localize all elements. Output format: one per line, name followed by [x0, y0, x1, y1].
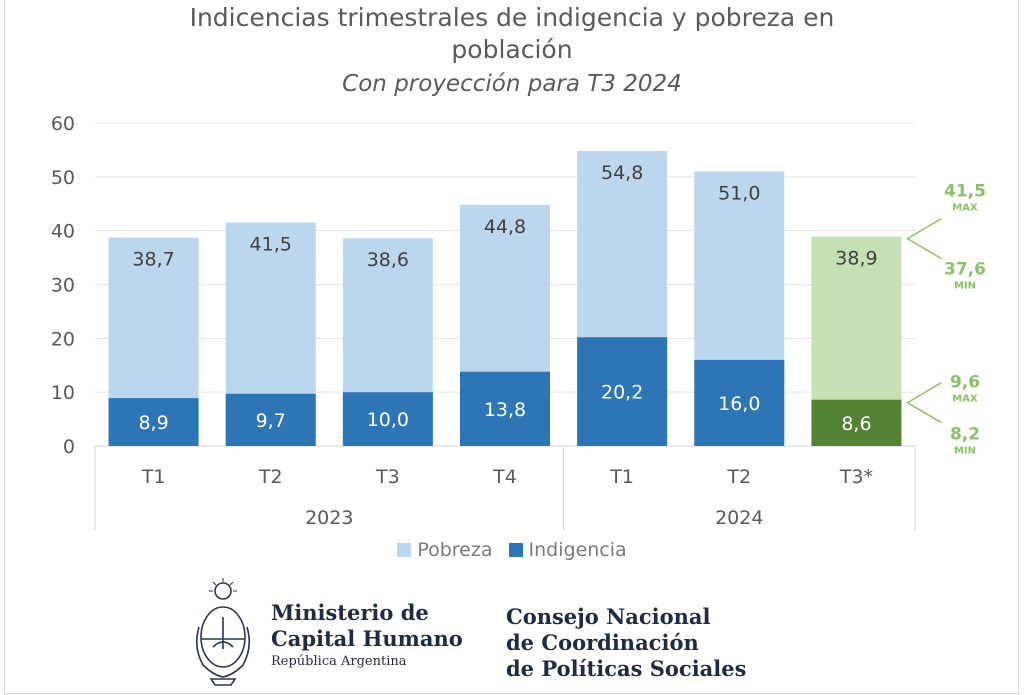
y-tick-label-10: 10: [51, 382, 75, 404]
bar-indigencia-4: [577, 337, 668, 446]
data-label-pobreza-1: 41,5: [250, 234, 292, 256]
x-group-label-2024: 2024: [715, 507, 763, 529]
data-label-indigencia-5: 16,0: [718, 393, 760, 415]
data-label-indigencia-0: 8,9: [138, 412, 168, 434]
data-label-indigencia-6: 8,6: [841, 413, 871, 435]
x-tick-label-2: T3: [375, 466, 400, 488]
ministry-logo: Ministerio de Capital Humano República A…: [189, 577, 463, 687]
y-tick-label-20: 20: [51, 328, 75, 350]
x-tick-label-3: T4: [492, 466, 517, 488]
range-bracket-0: [905, 217, 942, 260]
x-tick-label-6: T3*: [839, 466, 873, 488]
bar-indigencia-3: [460, 371, 550, 446]
x-tick-label-5: T2: [726, 466, 751, 488]
legend-label-indigencia: Indigencia: [528, 539, 627, 561]
chart-title: Indicencias trimestrales de indigencia y…: [0, 2, 1024, 66]
range-max-value-1: 9,6: [950, 373, 980, 393]
council-line-2: de Coordinación: [506, 630, 699, 655]
data-label-pobreza-0: 38,7: [132, 249, 174, 271]
ministry-name-line-1: Ministerio de: [271, 599, 429, 625]
chart-subtitle: Con proyección para T3 2024: [342, 71, 682, 97]
data-label-pobreza-2: 38,6: [367, 249, 409, 271]
range-min-label-0: MIN: [954, 281, 976, 292]
y-tick-label-60: 60: [51, 113, 75, 135]
y-tick-label-30: 30: [51, 275, 75, 297]
bar-indigencia-1: [225, 393, 316, 446]
council-line-3: de Políticas Sociales: [506, 656, 747, 681]
chart-title-line-1: Indicencias trimestrales de indigencia y…: [189, 3, 835, 32]
x-group-label-2023: 2023: [305, 507, 353, 529]
y-tick-label-0: 0: [63, 436, 75, 458]
y-tick-label-40: 40: [51, 221, 75, 243]
range-max-label-0: MAX: [952, 203, 978, 214]
range-min-label-1: MIN: [954, 446, 976, 457]
legend-item-indigencia: Indigencia: [508, 539, 627, 561]
image-frame: [4, 0, 1019, 694]
chart-legend: Pobreza Indigencia: [0, 539, 1024, 562]
data-label-indigencia-3: 13,8: [484, 399, 526, 421]
legend-label-pobreza: Pobreza: [417, 539, 493, 561]
data-label-indigencia-1: 9,7: [256, 410, 286, 432]
data-label-indigencia-2: 10,0: [367, 409, 409, 431]
chart-title-line-2: población: [451, 35, 573, 64]
argentina-coat-of-arms-icon: [195, 578, 251, 686]
range-bracket-1: [905, 382, 942, 424]
legend-swatch-indigencia: [508, 543, 523, 557]
data-label-pobreza-3: 44,8: [484, 216, 526, 238]
ministry-text: Ministerio de Capital Humano República A…: [271, 600, 463, 669]
x-tick-label-1: T2: [258, 466, 283, 488]
data-label-pobreza-5: 51,0: [718, 182, 760, 204]
bar-indigencia-2: [342, 392, 433, 446]
range-min-value-1: 8,2: [950, 425, 980, 445]
bar-indigencia-6: [811, 399, 902, 446]
council-logo-text: Consejo Nacional de Coordinación de Polí…: [506, 604, 746, 682]
x-tick-label-0: T1: [141, 466, 166, 488]
legend-swatch-pobreza: [397, 543, 412, 557]
legend-item-pobreza: Pobreza: [397, 539, 492, 561]
data-label-indigencia-4: 20,2: [601, 382, 643, 404]
y-tick-label-50: 50: [51, 167, 75, 189]
bar-indigencia-5: [694, 359, 785, 446]
bar-indigencia-0: [108, 398, 199, 446]
range-max-label-1: MAX: [952, 394, 978, 405]
data-label-pobreza-4: 54,8: [601, 162, 643, 184]
council-line-1: Consejo Nacional: [506, 604, 711, 629]
range-min-value-0: 37,6: [944, 260, 986, 280]
ministry-country: República Argentina: [271, 653, 407, 669]
x-tick-label-4: T1: [609, 466, 634, 488]
stacked-bar-chart: 0 10 20 30 40 50 60 38,7 8,9 T1 41,5 9,7 T2 38,6 10,0 T…: [51, 113, 986, 530]
data-label-pobreza-6: 38,9: [835, 248, 877, 270]
range-max-value-0: 41,5: [944, 182, 986, 202]
ministry-name-line-2: Capital Humano: [271, 625, 463, 651]
